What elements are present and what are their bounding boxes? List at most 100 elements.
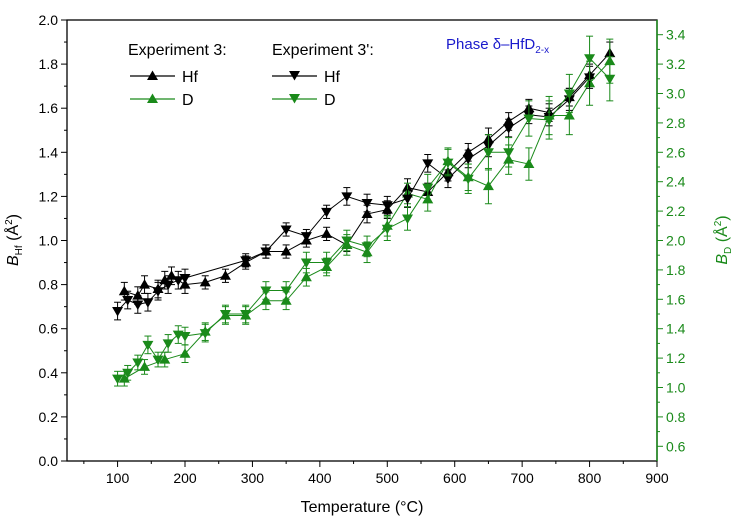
data-point (219, 310, 231, 320)
y2-tick-label: 3.0 (666, 86, 686, 102)
plot-frame (66, 19, 658, 462)
y-axis-title-unit: (Å (3, 225, 22, 246)
phase-sub: 2-x (535, 45, 549, 56)
data-point (381, 201, 393, 211)
data-point (361, 242, 373, 252)
data-point (260, 247, 272, 258)
data-point (402, 214, 414, 224)
data-point (361, 208, 373, 219)
data-point (179, 273, 191, 284)
data-point (462, 154, 474, 165)
y2-tick-label: 1.2 (666, 350, 686, 366)
x-tick-label: 500 (376, 470, 400, 486)
y-axis-title-close: ) (5, 214, 22, 219)
data-point (300, 258, 312, 269)
data-point (604, 74, 616, 85)
y2-axis-title-sub: D (723, 247, 734, 254)
data-point (152, 355, 164, 366)
data-point (442, 158, 454, 169)
data-point (139, 279, 151, 289)
y2-tick-label: 2.4 (666, 174, 686, 190)
phase-delta: δ (493, 36, 501, 53)
legend-group1-title: Experiment 3: (128, 42, 227, 59)
y2-tick-label: 2.8 (666, 115, 686, 131)
y2-tick-label: 1.0 (666, 380, 686, 396)
data-point (122, 368, 134, 379)
data-point (280, 246, 292, 256)
legend-g1-d-marker (147, 93, 158, 103)
data-point (543, 115, 555, 126)
data-point (563, 89, 575, 99)
data-point (361, 199, 373, 209)
x-tick-label: 100 (106, 470, 130, 486)
data-point (280, 225, 292, 235)
series-3 (112, 35, 616, 387)
y-tick-label: 0.6 (39, 321, 59, 337)
data-point (122, 296, 134, 306)
y-tick-label: 1.8 (39, 56, 59, 72)
legend: Experiment 3: Experiment 3': Hf D Hf D (128, 42, 374, 109)
data-point (503, 124, 515, 134)
legend-g2-d-marker (289, 94, 300, 104)
y2-axis-title-close: ) (714, 215, 731, 220)
legend-g1-hf-marker (147, 70, 158, 80)
data-point (321, 207, 333, 218)
data-point (260, 286, 272, 296)
data-point (112, 307, 124, 317)
data-point (240, 310, 252, 320)
data-point (219, 270, 231, 280)
data-point (240, 256, 252, 266)
data-point (152, 287, 164, 297)
legend-g2-hf-label: Hf (324, 69, 341, 86)
data-point (172, 276, 184, 286)
data-point (260, 295, 272, 305)
data-point (280, 295, 292, 305)
y-axis-title-sup: 2 (4, 219, 15, 225)
y-tick-label: 2.0 (39, 12, 59, 28)
data-point (442, 174, 454, 185)
data-point (179, 348, 191, 358)
legend-g1-hf-label: Hf (182, 69, 199, 86)
y2-axis-title: BD (Å2) (712, 215, 734, 264)
data-point (199, 276, 211, 287)
x-tick-label: 400 (308, 470, 332, 486)
data-point (142, 340, 154, 351)
data-point (422, 183, 434, 194)
x-axis-title: Temperature (°C) (301, 499, 424, 516)
y2-tick-label: 1.4 (666, 321, 686, 337)
y-axis-title: BHf (Å2) (3, 214, 25, 266)
axis-ticks: 100 200 300 400 500 600 700 800 900 0.0 0.2 0.4 0.6 0… (39, 12, 686, 486)
y2-axis-title-main: B (714, 254, 731, 265)
data-point (422, 159, 434, 169)
legend-g2-d-label: D (324, 92, 336, 109)
data-point (142, 298, 154, 308)
y-tick-label: 1.2 (39, 188, 59, 204)
data-point (402, 194, 414, 205)
y-tick-label: 1.4 (39, 144, 59, 160)
data-point (162, 339, 174, 349)
data-point (118, 285, 130, 296)
x-tick-label: 900 (645, 470, 669, 486)
data-point (503, 148, 515, 158)
y-axis-title-sub: Hf (14, 245, 25, 255)
legend-group2-title: Experiment 3': (272, 42, 374, 59)
phase-annotation: Phase δ–HfD2-x (446, 36, 549, 56)
x-tick-label: 800 (578, 470, 602, 486)
y-tick-label: 0.0 (39, 453, 59, 469)
y2-tick-label: 3.2 (666, 56, 686, 72)
data-point (482, 148, 494, 158)
data-point (584, 54, 596, 64)
y2-axis-title-unit: (Å (712, 226, 731, 247)
series-layer (112, 35, 616, 387)
data-point (381, 224, 393, 235)
data-point (341, 192, 353, 202)
phase-middle: –HfD (501, 36, 535, 53)
y-tick-label: 1.6 (39, 100, 59, 116)
y-tick-label: 1.0 (39, 233, 59, 249)
data-point (179, 332, 191, 342)
data-point (199, 329, 211, 339)
data-point (162, 280, 174, 291)
data-point (563, 110, 575, 120)
y-tick-label: 0.2 (39, 409, 59, 425)
data-point (132, 358, 144, 369)
